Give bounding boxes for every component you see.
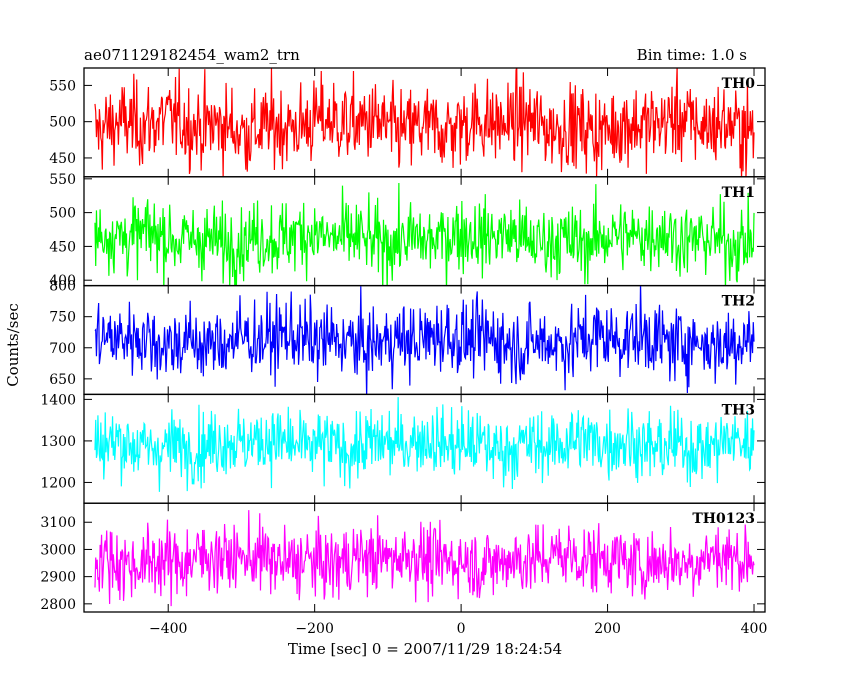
y-tick-label: 3100 (40, 515, 76, 531)
panel-th3: 1200 1300 1400 TH3 (40, 392, 766, 504)
y-tick-label: 550 (49, 172, 76, 188)
panel-th2: 650 700 750 800 TH2 (49, 279, 766, 396)
y-tick-label: 2900 (40, 570, 76, 586)
x-tick-label: 200 (594, 621, 621, 637)
x-tick-label: −400 (149, 621, 187, 637)
panel-th0: 450 500 550 TH0 (49, 67, 766, 178)
y-tick-label: 500 (49, 206, 76, 222)
panel-label: TH0123 (692, 511, 755, 527)
y-tick-label: 550 (49, 78, 76, 94)
y-tick-label: 800 (49, 279, 76, 295)
y-tick-label: 450 (49, 151, 76, 167)
x-tick-label: −200 (295, 621, 333, 637)
series-line-th0 (94, 68, 755, 177)
panel-label: TH0 (722, 76, 756, 92)
series-line-th0123 (94, 510, 755, 607)
y-tick-label: 450 (49, 239, 76, 255)
panels: 450 500 550 TH0 400 450 500 550 TH1 650 700 750 800 T… (40, 67, 768, 637)
bin-time-label: Bin time: 1.0 s (637, 46, 747, 64)
y-tick-label: 700 (49, 341, 76, 357)
y-tick-label: 1200 (40, 475, 76, 491)
y-tick-label: 750 (49, 310, 76, 326)
y-axis-label: Counts/sec (4, 303, 22, 387)
y-tick-label: 1400 (40, 392, 76, 408)
y-tick-label: 2800 (40, 597, 76, 613)
y-tick-label: 1300 (40, 434, 76, 450)
panel-th1: 400 450 500 550 TH1 (49, 172, 766, 289)
y-tick-label: 400 (49, 273, 76, 289)
panel-th0123: 2800 2900 3000 3100 TH0123 (40, 502, 766, 613)
x-tick-label: 400 (741, 621, 768, 637)
x-tick-label: 0 (457, 621, 466, 637)
series-line-th2 (94, 285, 755, 395)
panel-frame (83, 502, 766, 613)
panel-label: TH2 (722, 294, 755, 310)
y-tick-label: 3000 (40, 542, 76, 558)
panel-label: TH1 (722, 185, 755, 201)
y-tick-label: 500 (49, 115, 76, 131)
series-line-th1 (94, 182, 755, 286)
chart-title: ae071129182454_wam2_trn (84, 46, 300, 64)
panel-label: TH3 (722, 402, 755, 418)
y-tick-label: 650 (49, 372, 76, 388)
series-line-th3 (94, 397, 755, 492)
x-axis-label: Time [sec] 0 = 2007/11/29 18:24:54 (288, 640, 562, 658)
